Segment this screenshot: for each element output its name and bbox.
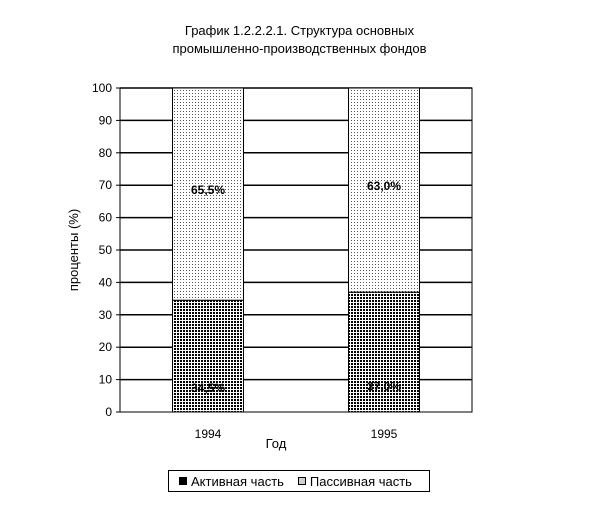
data-label: 34,5%	[191, 381, 225, 395]
data-label: 63,0%	[367, 179, 401, 193]
chart-title: График 1.2.2.2.1. Структура основных	[184, 23, 415, 38]
y-tick-label: 40	[99, 275, 113, 289]
legend-swatch-passive	[297, 477, 306, 485]
y-tick-label: 100	[92, 81, 112, 95]
y-tick-label: 30	[99, 308, 113, 322]
x-tick-label: 1995	[371, 427, 398, 441]
bar-segment	[172, 299, 244, 413]
y-tick-label: 50	[99, 243, 113, 257]
data-label: 37,0%	[367, 379, 401, 393]
chart-legend: Активная часть Пассивная часть	[168, 470, 430, 492]
y-tick-label: 0	[105, 405, 112, 419]
legend-swatch-active	[179, 477, 187, 485]
legend-item-active: Активная часть	[179, 474, 284, 489]
y-tick-label: 20	[99, 340, 113, 354]
data-label: 65,5%	[191, 183, 225, 197]
bar-segment	[348, 291, 420, 413]
chart-subtitle: промышленно-производственных фондов	[172, 41, 427, 56]
y-tick-label: 80	[99, 146, 113, 160]
y-tick-label: 70	[99, 178, 113, 192]
y-tick-label: 10	[99, 373, 113, 387]
y-tick-label: 60	[99, 211, 113, 225]
bar-segment	[348, 87, 420, 293]
bar-segment	[172, 87, 244, 301]
legend-label-passive: Пассивная часть	[309, 473, 412, 489]
x-tick-label: 1994	[195, 427, 222, 441]
legend-label-active: Активная часть	[191, 473, 284, 489]
legend-item-passive: Пассивная часть	[297, 473, 412, 489]
y-axis-title: проценты (%)	[66, 209, 81, 291]
y-tick-label: 90	[99, 113, 113, 127]
x-axis-title: Год	[266, 436, 287, 451]
plot-frame	[119, 87, 473, 413]
